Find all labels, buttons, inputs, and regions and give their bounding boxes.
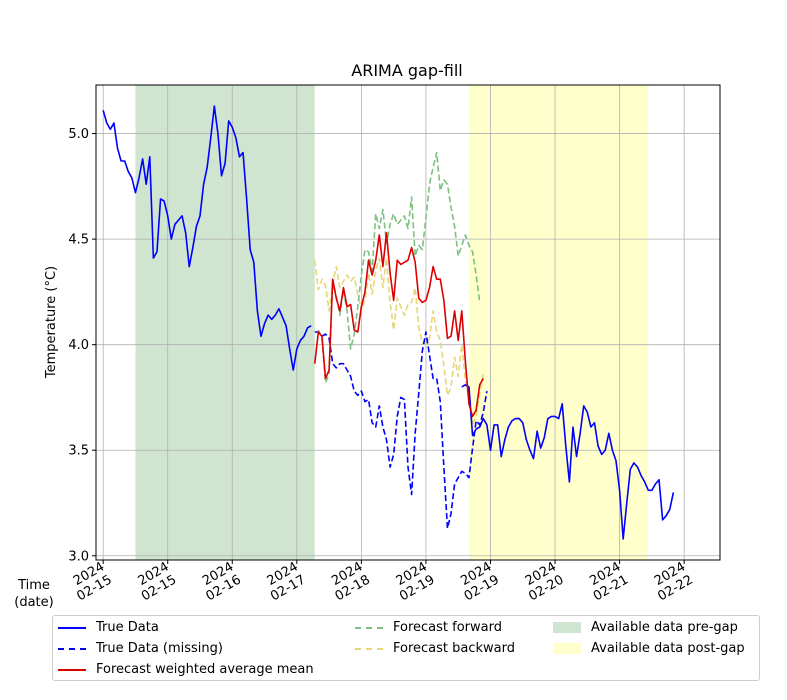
series-line-forecast-forward [317,151,481,384]
x-tick-label: 202402-21 [583,559,631,604]
x-tick-label: 202402-19 [454,559,502,604]
x-axis-ticks: 202402-15 202402-15 202402-16 202402-17 2024… [67,559,696,604]
y-axis-label: Temperature (°C) [44,266,59,379]
x-tick-label: 202402-17 [261,559,309,604]
legend-label: Available data pre-gap [591,620,738,635]
legend-label: True Data (missing) [96,641,223,656]
legend-item-forecast-forward: Forecast forward [355,620,502,635]
legend-item-available-data-post-gap: Available data post-gap [553,641,745,656]
legend-label: Available data post-gap [591,641,745,656]
legend-item-available-data-pre-gap: Available data pre-gap [553,620,738,635]
legend-swatch [58,647,86,650]
legend-item-forecast-weighted-average-mean: Forecast weighted average mean [58,662,314,677]
grid-lines [96,85,720,560]
y-tick-label: 4.5 [68,233,89,248]
y-axis-ticks: 3.0 3.5 4.0 4.5 5.0 [68,127,96,564]
legend-label: True Data [96,620,159,635]
series-line-true-data [102,105,312,371]
legend-swatch [58,626,86,629]
x-tick-label: 202402-20 [519,559,567,604]
x-tick-label: 202402-16 [196,559,244,604]
legend-swatch [553,643,581,654]
y-tick-label: 4.0 [68,338,89,353]
y-tick-label: 3.5 [68,444,89,459]
series-line-forecast-weighted-average-mean [313,231,485,418]
shaded-regions [135,85,649,560]
legend-item-forecast-backward: Forecast backward [355,641,515,656]
x-tick-label: 202402-15 [67,559,115,604]
x-tick-label: 202402-18 [325,559,373,604]
legend: True Data True Data (missing) Forecast wei… [52,615,760,681]
region-available-data-post-gap [468,85,649,560]
y-tick-label: 5.0 [68,127,89,142]
legend-swatch [355,626,383,629]
series-lines [102,105,675,540]
series-line-true-data-missing [314,331,488,530]
legend-swatch [58,668,86,671]
chart-title: ARIMA gap-fill [351,61,462,80]
legend-item-true-data: True Data [58,620,159,635]
x-tick-label: 202402-19 [390,559,438,604]
legend-swatch [553,622,581,633]
plot-frame [95,84,721,561]
legend-swatch [355,647,383,650]
legend-label: Forecast backward [393,641,516,656]
legend-label: Forecast forward [393,620,502,635]
legend-item-true-data-missing: True Data (missing) [58,641,223,656]
legend-label: Forecast weighted average mean [96,662,314,677]
series-line-true-data [461,383,675,540]
y-tick-label: 3.0 [68,549,89,564]
series-line-forecast-backward [313,257,485,426]
x-axis-label: Time (date) [14,578,53,610]
x-tick-label: 202402-15 [132,559,180,604]
x-tick-label: 202402-22 [648,559,696,604]
